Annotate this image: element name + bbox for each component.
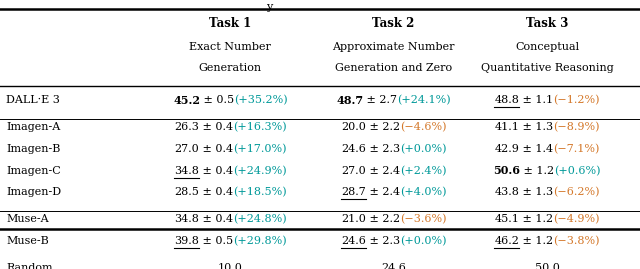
Text: (+0.6%): (+0.6%) — [554, 165, 601, 176]
Text: (+2.4%): (+2.4%) — [400, 165, 446, 176]
Text: Task 3: Task 3 — [526, 17, 568, 30]
Text: ± 2.3: ± 2.3 — [365, 236, 400, 246]
Text: 10.0: 10.0 — [218, 263, 243, 269]
Text: Exact Number: Exact Number — [189, 42, 271, 52]
Text: ± 1.2: ± 1.2 — [520, 166, 554, 176]
Text: (+24.8%): (+24.8%) — [233, 214, 287, 224]
Text: Quantitative Reasoning: Quantitative Reasoning — [481, 63, 614, 73]
Text: (−6.2%): (−6.2%) — [554, 187, 600, 197]
Text: ± 0.4: ± 0.4 — [199, 166, 233, 176]
Text: ± 2.2: ± 2.2 — [365, 214, 400, 224]
Text: ± 0.4: ± 0.4 — [199, 144, 233, 154]
Text: (−4.6%): (−4.6%) — [400, 122, 446, 132]
Text: ± 0.4: ± 0.4 — [199, 122, 233, 132]
Text: Task 1: Task 1 — [209, 17, 252, 30]
Text: (+16.3%): (+16.3%) — [233, 122, 287, 132]
Text: (−3.6%): (−3.6%) — [400, 214, 446, 224]
Text: Generation: Generation — [199, 63, 262, 73]
Text: (+24.1%): (+24.1%) — [397, 95, 451, 105]
Text: 27.0: 27.0 — [341, 166, 365, 176]
Text: DALL·E 3: DALL·E 3 — [6, 95, 60, 105]
Text: 24.6: 24.6 — [381, 263, 406, 269]
Text: ± 0.5: ± 0.5 — [199, 236, 233, 246]
Text: (+24.9%): (+24.9%) — [233, 165, 287, 176]
Text: (+4.0%): (+4.0%) — [400, 187, 446, 197]
Text: ± 1.2: ± 1.2 — [519, 214, 554, 224]
Text: Generation and Zero: Generation and Zero — [335, 63, 452, 73]
Text: 34.8: 34.8 — [174, 166, 199, 176]
Text: 41.1: 41.1 — [495, 122, 519, 132]
Text: (−7.1%): (−7.1%) — [554, 144, 600, 154]
Text: Conceptual: Conceptual — [515, 42, 579, 52]
Text: ± 1.4: ± 1.4 — [520, 144, 554, 154]
Text: Imagen-C: Imagen-C — [6, 166, 61, 176]
Text: ± 1.1: ± 1.1 — [519, 95, 554, 105]
Text: ± 0.4: ± 0.4 — [199, 214, 233, 224]
Text: Approximate Number: Approximate Number — [332, 42, 455, 52]
Text: 45.1: 45.1 — [495, 214, 519, 224]
Text: ± 2.2: ± 2.2 — [365, 122, 400, 132]
Text: 45.2: 45.2 — [173, 95, 200, 106]
Text: Random: Random — [6, 263, 53, 269]
Text: 34.8: 34.8 — [174, 214, 199, 224]
Text: Muse-B: Muse-B — [6, 236, 49, 246]
Text: 28.7: 28.7 — [341, 187, 365, 197]
Text: (+29.8%): (+29.8%) — [233, 236, 287, 246]
Text: Task 2: Task 2 — [372, 17, 415, 30]
Text: 27.0: 27.0 — [174, 144, 199, 154]
Text: ± 0.4: ± 0.4 — [199, 187, 233, 197]
Text: (−8.9%): (−8.9%) — [554, 122, 600, 132]
Text: ± 2.3: ± 2.3 — [365, 144, 400, 154]
Text: ± 0.5: ± 0.5 — [200, 95, 234, 105]
Text: (+0.0%): (+0.0%) — [400, 236, 446, 246]
Text: (+18.5%): (+18.5%) — [233, 187, 287, 197]
Text: 50.0: 50.0 — [535, 263, 559, 269]
Text: 43.8: 43.8 — [495, 187, 519, 197]
Text: 24.6: 24.6 — [341, 144, 365, 154]
Text: ± 2.7: ± 2.7 — [364, 95, 397, 105]
Text: 50.6: 50.6 — [493, 165, 520, 176]
Text: ± 2.4: ± 2.4 — [365, 187, 400, 197]
Text: Muse-A: Muse-A — [6, 214, 49, 224]
Text: ± 1.3: ± 1.3 — [519, 122, 554, 132]
Text: (+35.2%): (+35.2%) — [234, 95, 288, 105]
Text: Imagen-B: Imagen-B — [6, 144, 61, 154]
Text: (+17.0%): (+17.0%) — [233, 144, 287, 154]
Text: 48.8: 48.8 — [495, 95, 519, 105]
Text: ± 2.4: ± 2.4 — [365, 166, 400, 176]
Text: (−3.8%): (−3.8%) — [554, 236, 600, 246]
Text: 42.9: 42.9 — [495, 144, 520, 154]
Text: 20.0: 20.0 — [341, 122, 365, 132]
Text: ± 1.3: ± 1.3 — [519, 187, 554, 197]
Text: 24.6: 24.6 — [341, 236, 365, 246]
Text: 21.0: 21.0 — [341, 214, 365, 224]
Text: 46.2: 46.2 — [495, 236, 519, 246]
Text: Imagen-A: Imagen-A — [6, 122, 61, 132]
Text: 48.7: 48.7 — [336, 95, 364, 106]
Text: (+0.0%): (+0.0%) — [400, 144, 446, 154]
Text: 28.5: 28.5 — [174, 187, 199, 197]
Text: y: y — [266, 2, 272, 12]
Text: (−1.2%): (−1.2%) — [554, 95, 600, 105]
Text: 26.3: 26.3 — [174, 122, 199, 132]
Text: ± 1.2: ± 1.2 — [519, 236, 554, 246]
Text: (−4.9%): (−4.9%) — [554, 214, 600, 224]
Text: Imagen-D: Imagen-D — [6, 187, 61, 197]
Text: 39.8: 39.8 — [174, 236, 199, 246]
